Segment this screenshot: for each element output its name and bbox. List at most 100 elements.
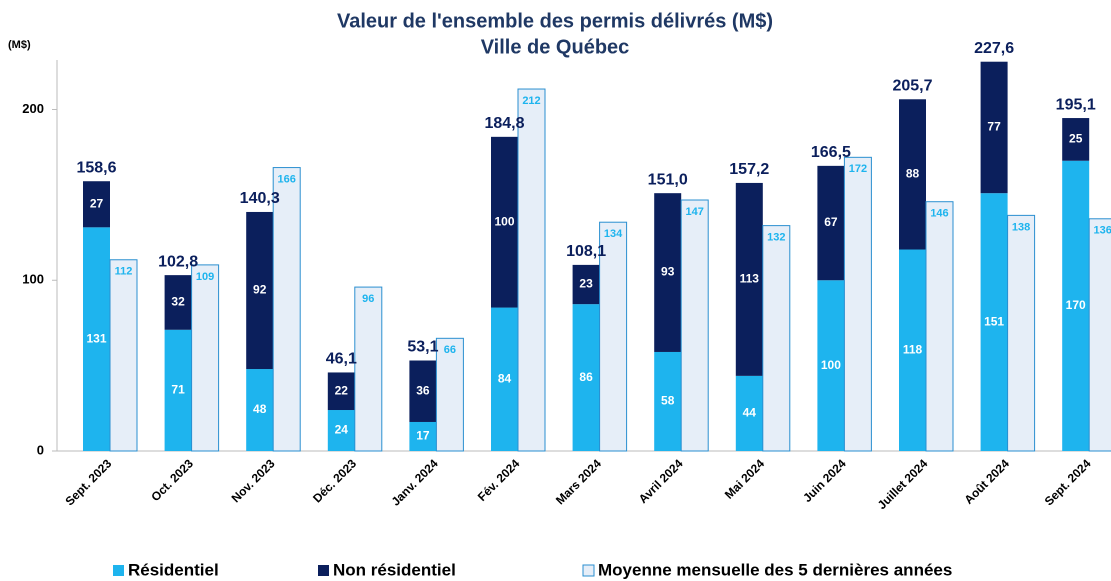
- data-label: 132: [767, 232, 785, 244]
- data-label: 100: [821, 358, 841, 372]
- data-label: 166: [278, 173, 296, 185]
- data-label: 77: [987, 120, 1001, 134]
- bar-segment: [572, 264, 600, 305]
- bar-segment: [246, 211, 274, 370]
- data-label: 36: [416, 383, 430, 397]
- average-bar: [843, 156, 872, 452]
- data-label: 88: [906, 167, 920, 181]
- bar-segment: [817, 165, 845, 281]
- bar-segment: [654, 351, 682, 451]
- total-label: 195,1: [1056, 96, 1096, 113]
- total-label: 108,1: [566, 243, 606, 260]
- data-label: 134: [604, 228, 623, 240]
- bar-segment: [899, 249, 926, 451]
- data-label: 17: [416, 429, 430, 443]
- total-label: 227,6: [974, 40, 1014, 57]
- bar-segment: [980, 193, 1008, 451]
- x-tick-label: Sept. 2023: [62, 456, 114, 508]
- bar-segment: [491, 136, 518, 308]
- average-bar: [762, 225, 791, 452]
- data-label: 212: [522, 95, 540, 107]
- x-tick-label: Nov. 2023: [229, 456, 278, 505]
- data-label: 118: [903, 342, 923, 356]
- average-bar: [599, 221, 628, 452]
- bar-segment: [409, 360, 437, 422]
- data-label: 48: [253, 402, 267, 416]
- data-label: 113: [740, 272, 760, 286]
- total-label: 205,7: [892, 77, 932, 94]
- average-bar: [272, 167, 301, 452]
- data-label: 138: [1012, 221, 1030, 233]
- legend-swatch: [113, 565, 124, 576]
- bar-segment: [246, 369, 274, 451]
- total-label: 158,6: [76, 159, 116, 176]
- data-label: 44: [743, 406, 757, 420]
- data-label: 92: [253, 283, 267, 297]
- bar-segment: [491, 307, 518, 451]
- average-bar: [925, 201, 954, 452]
- data-label: 112: [115, 266, 133, 278]
- legend-label: Moyenne mensuelle des 5 dernières années: [598, 560, 952, 579]
- legend-swatch: [318, 565, 329, 576]
- bar-segment: [735, 182, 763, 376]
- data-label: 24: [335, 423, 349, 437]
- bar-segment: [654, 193, 682, 352]
- data-label: 58: [661, 394, 675, 408]
- x-tick-label: Sept. 2024: [1042, 456, 1094, 508]
- average-bar: [191, 264, 220, 452]
- bar-segment: [409, 421, 437, 451]
- bar-segment: [327, 410, 355, 451]
- bar-segment: [1062, 118, 1090, 161]
- data-label: 100: [494, 214, 514, 228]
- total-label: 157,2: [729, 161, 769, 178]
- total-label: 140,3: [240, 190, 280, 207]
- average-bar: [517, 88, 546, 452]
- data-label: 131: [86, 331, 106, 345]
- total-label: 151,0: [648, 171, 688, 188]
- data-label: 172: [849, 163, 867, 175]
- bar-segment: [1062, 160, 1090, 452]
- legend-swatch: [582, 564, 595, 577]
- bar-segment: [572, 304, 600, 451]
- bar-segment: [83, 227, 110, 451]
- average-bar: [680, 199, 709, 452]
- data-label: 147: [686, 206, 704, 218]
- data-label: 23: [579, 277, 593, 291]
- x-tick-label: Avril 2024: [636, 456, 686, 506]
- chart-title: Valeur de l'ensemble des permis délivrés…: [337, 10, 773, 32]
- x-tick-label: Juillet 2024: [875, 456, 931, 512]
- data-label: 96: [362, 293, 374, 305]
- data-label: 71: [171, 383, 185, 397]
- y-tick-label: 200: [22, 101, 44, 116]
- x-tick-label: Déc. 2023: [310, 456, 359, 505]
- y-tick-label: 100: [22, 272, 44, 287]
- data-label: 25: [1069, 132, 1083, 146]
- total-label: 53,1: [407, 339, 438, 356]
- x-tick-label: Mars 2024: [553, 456, 604, 507]
- legend-label: Non résidentiel: [333, 560, 456, 579]
- data-label: 136: [1094, 225, 1111, 237]
- legend-label: Résidentiel: [128, 560, 219, 579]
- bar-segment: [164, 329, 192, 451]
- data-label: 86: [579, 370, 593, 384]
- data-label: 146: [930, 208, 948, 220]
- data-label: 27: [90, 196, 104, 210]
- total-label: 46,1: [326, 351, 357, 368]
- total-label: 184,8: [484, 115, 524, 132]
- bar-segment: [735, 375, 763, 451]
- x-tick-label: Août 2024: [962, 456, 1013, 507]
- bar-segment: [164, 275, 192, 330]
- y-tick-label: 0: [37, 442, 44, 457]
- data-label: 84: [498, 371, 512, 385]
- data-label: 151: [984, 314, 1004, 328]
- x-tick-label: Mai 2024: [722, 456, 768, 502]
- bar-segment: [980, 61, 1008, 194]
- data-label: 170: [1066, 298, 1086, 312]
- average-bar: [109, 259, 138, 452]
- x-tick-label: Fév. 2024: [475, 456, 523, 504]
- average-bar: [1007, 214, 1036, 452]
- y-axis-label: (M$): [8, 39, 31, 51]
- bar-segment: [899, 99, 926, 250]
- x-tick-label: Oct. 2023: [148, 456, 196, 504]
- average-bar: [354, 286, 383, 452]
